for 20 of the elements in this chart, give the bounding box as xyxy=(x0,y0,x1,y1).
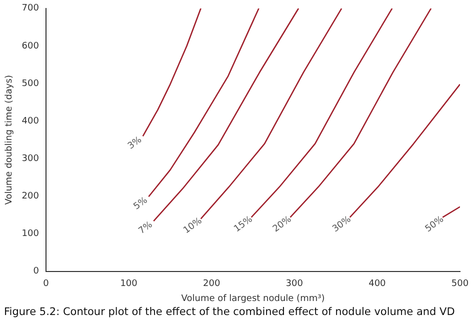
y-tick-label: 500 xyxy=(22,78,40,89)
y-tick-label: 600 xyxy=(22,41,40,52)
text: 7% xyxy=(137,220,155,237)
x-tick-label: 100 xyxy=(120,279,138,290)
y-tick-label: 700 xyxy=(22,4,40,14)
x-tick-label: 300 xyxy=(286,279,304,290)
y-tick-label: 200 xyxy=(22,192,40,202)
x-axis-title: Volume of largest nodule (mm³) xyxy=(181,294,325,304)
x-tick-label: 400 xyxy=(368,279,386,290)
text: 3% xyxy=(126,134,144,152)
y-tick-label: 100 xyxy=(22,229,40,240)
y-tick-label: 300 xyxy=(22,154,40,164)
x-tick-label: 0 xyxy=(43,279,50,290)
text: 5% xyxy=(132,195,150,212)
x-tick-label: 500 xyxy=(451,279,469,290)
x-tick-label: 200 xyxy=(202,279,220,290)
caption: Figure 5.2: Contour plot of the effect of the combined effect of nodule volume and VD xyxy=(3,305,456,320)
y-axis-title: Volume doubling time (days) xyxy=(4,75,15,205)
y-tick-label: 400 xyxy=(22,116,40,126)
y-tick-label: 0 xyxy=(33,266,40,277)
